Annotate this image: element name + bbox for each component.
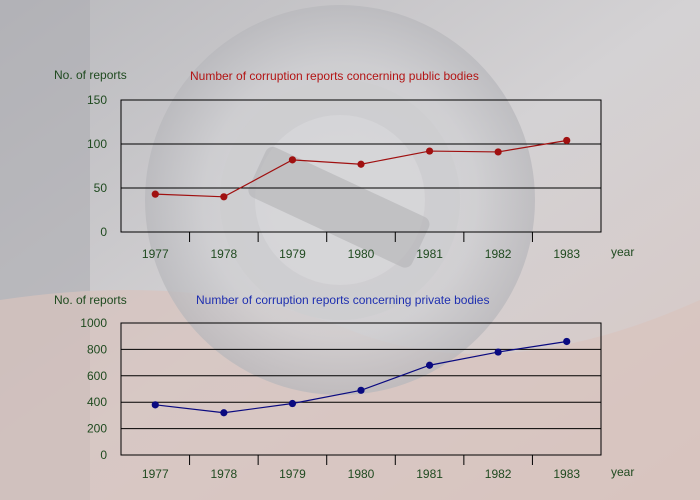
x-tick-label: 1983 — [553, 467, 580, 481]
plot-frame — [120, 99, 602, 233]
y-tick-label: 150 — [87, 93, 107, 107]
y-tick-label: 0 — [100, 448, 107, 462]
chart2-title: Number of corruption reports concerning … — [196, 293, 489, 307]
chart1-grid — [120, 99, 602, 233]
x-tick-label: 1980 — [348, 467, 375, 481]
data-point — [563, 337, 571, 346]
plot-frame — [120, 322, 602, 456]
chart1-x-axis-label: year — [611, 245, 634, 259]
chart2-grid — [120, 322, 602, 456]
chart1-y-axis-label: No. of reports — [54, 68, 127, 82]
chart-public-bodies: Number of corruption reports concerning … — [54, 68, 634, 261]
data-point — [494, 348, 502, 356]
x-tick-label: 1979 — [279, 247, 306, 261]
y-tick-label: 0 — [100, 225, 107, 239]
chart2-x-ticks: 1977 1978 1979 1980 1981 1982 1983 — [142, 455, 580, 481]
y-tick-label: 50 — [94, 181, 108, 195]
chart-private-bodies: Number of corruption reports concerning … — [54, 293, 634, 481]
data-point — [563, 136, 571, 145]
x-tick-label: 1982 — [485, 467, 512, 481]
data-point — [151, 190, 159, 198]
chart2-y-axis-label: No. of reports — [54, 293, 127, 307]
x-tick-label: 1981 — [416, 467, 443, 481]
data-point — [425, 361, 434, 369]
x-tick-label: 1983 — [553, 247, 580, 261]
data-point — [288, 399, 297, 408]
data-point — [220, 193, 228, 201]
data-point — [357, 160, 365, 168]
chart1-title: Number of corruption reports concerning … — [190, 69, 479, 83]
x-tick-label: 1979 — [279, 467, 306, 481]
x-tick-label: 1981 — [416, 247, 443, 261]
x-tick-label: 1978 — [211, 247, 238, 261]
data-point — [151, 401, 159, 409]
x-tick-label: 1977 — [142, 467, 169, 481]
y-tick-label: 600 — [87, 369, 107, 383]
chart1-x-ticks: 1977 1978 1979 1980 1981 1982 1983 — [142, 232, 580, 261]
data-point — [425, 147, 434, 155]
x-tick-label: 1980 — [348, 247, 375, 261]
chart2-x-axis-label: year — [611, 465, 634, 479]
data-point — [288, 156, 297, 164]
x-tick-label: 1978 — [211, 467, 238, 481]
y-tick-label: 400 — [87, 395, 107, 409]
chart1-series — [151, 136, 571, 201]
y-tick-label: 1000 — [80, 316, 107, 330]
data-point — [357, 386, 365, 394]
x-tick-label: 1977 — [142, 247, 169, 261]
chart1-y-ticks: 0 50 100 150 — [87, 93, 107, 239]
y-tick-label: 100 — [87, 137, 107, 151]
data-point — [220, 409, 228, 417]
y-tick-label: 800 — [87, 342, 107, 356]
y-tick-label: 200 — [87, 422, 107, 436]
chart2-y-ticks: 0 200 400 600 800 1000 — [80, 316, 107, 462]
data-point — [494, 148, 502, 156]
chart2-series — [151, 337, 571, 417]
x-tick-label: 1982 — [485, 247, 512, 261]
